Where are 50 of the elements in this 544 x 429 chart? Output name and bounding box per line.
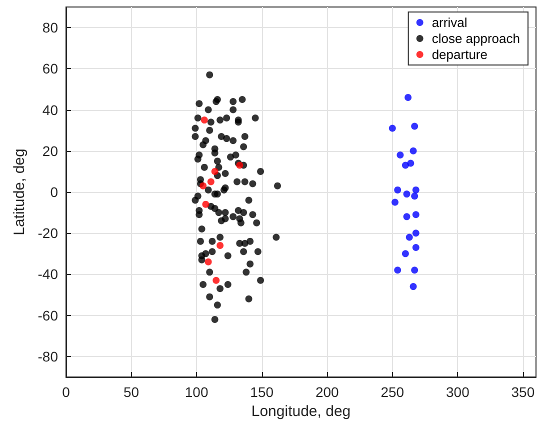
x-tick-label: 100: [184, 384, 208, 400]
y-tick-label: 60: [42, 60, 58, 77]
point: [411, 266, 418, 274]
y-tick-label: 40: [42, 102, 58, 118]
point: [396, 152, 404, 158]
point: [410, 283, 417, 290]
y-tick-label: -40: [38, 266, 58, 282]
x-tick-label: 50: [123, 384, 140, 400]
point: [403, 213, 410, 220]
x-axis-title: Longitude, deg: [251, 402, 351, 420]
point: [202, 200, 210, 208]
x-tick-label: 0: [62, 384, 70, 400]
y-tick-label: 80: [42, 20, 58, 36]
x-tick-label: 250: [380, 384, 404, 400]
point: [407, 160, 414, 167]
point: [200, 182, 207, 190]
point: [411, 192, 418, 200]
point: [404, 94, 412, 101]
point: [412, 230, 420, 237]
y-tick-label: -60: [38, 307, 58, 324]
x-tick-label: 300: [446, 384, 470, 400]
y-tick-label: -20: [38, 225, 58, 242]
x-tick-label: 350: [511, 384, 535, 400]
point: [412, 244, 420, 251]
point: [204, 258, 212, 266]
point: [388, 124, 396, 132]
y-tick-label: -80: [38, 348, 58, 364]
point: [412, 211, 420, 218]
x-tick-label: 200: [315, 384, 340, 400]
legend-label: arrival: [432, 15, 468, 30]
legend-label: close approach: [432, 31, 520, 46]
y-tick-label: 0: [50, 184, 58, 200]
point: [211, 168, 218, 175]
y-axis-title: Latitude, deg: [10, 148, 28, 236]
x-tick-label: 150: [250, 384, 274, 400]
point: [412, 186, 420, 194]
point: [411, 122, 418, 130]
point: [406, 234, 413, 241]
point: [394, 266, 402, 274]
point: [212, 276, 220, 284]
y-tick-label: 20: [42, 142, 58, 159]
legend-label: departure: [432, 47, 488, 62]
point: [402, 250, 409, 258]
point: [216, 242, 224, 249]
point: [394, 186, 402, 194]
point: [403, 190, 410, 198]
point: [410, 147, 417, 154]
point: [207, 178, 214, 186]
point: [200, 116, 208, 124]
point: [392, 198, 398, 206]
